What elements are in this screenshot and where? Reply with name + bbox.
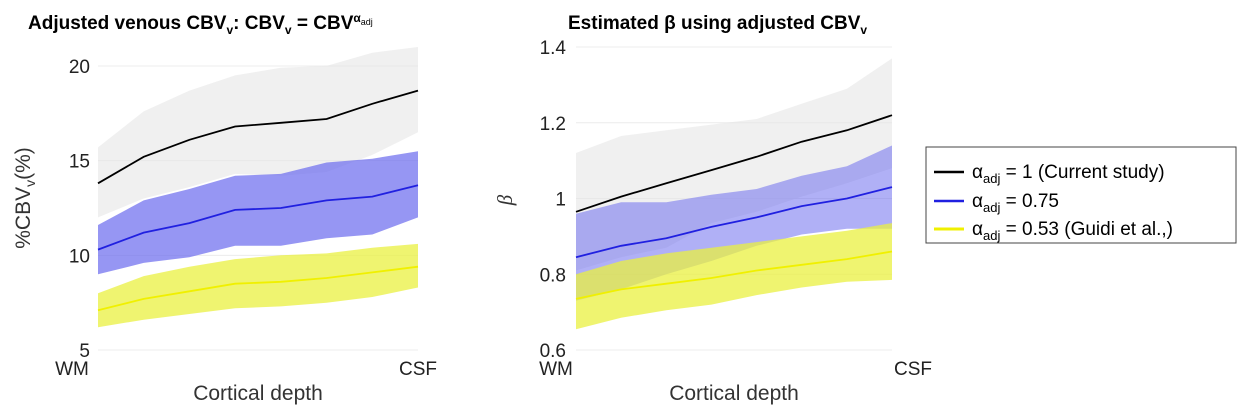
chart-left-xtick-csf: CSF — [399, 359, 437, 380]
y-tick-label: 0.6 — [540, 341, 566, 362]
legend-label-current-study: αadj = 1 (Current study) — [972, 162, 1165, 186]
chart-left: Adjusted venous CBVv: CBVv = CBVαadj 5 10… — [12, 11, 437, 405]
chart-right-bands — [576, 58, 892, 330]
legend-box — [925, 146, 1237, 244]
series-line-black — [575, 114, 893, 213]
chart-right-y-label: β — [493, 194, 517, 206]
chart-left-xtick-wm: WM — [55, 359, 89, 380]
band-yellow — [98, 243, 418, 328]
band-blue — [98, 151, 418, 275]
chart-left-lines — [97, 89, 419, 312]
chart-left-y-label: %CBVv(%) — [12, 147, 38, 249]
chart-left-title: Adjusted venous CBVv: CBVv = CBVαadj — [28, 11, 373, 37]
legend-label-075: αadj = 0.75 — [972, 191, 1059, 215]
legend-label-guidi: αadj = 0.53 (Guidi et al.,) — [972, 219, 1173, 243]
chart-right-y-ticks: 0.6 0.8 1 1.2 1.4 — [540, 38, 567, 362]
y-tick-label: 15 — [69, 152, 90, 173]
band-yellow — [576, 223, 892, 330]
y-tick-label: 5 — [79, 341, 90, 362]
series-line-blue — [575, 186, 893, 259]
y-tick-label: 0.8 — [540, 265, 566, 286]
chart-left-x-label: Cortical depth — [193, 382, 323, 405]
series-line-black — [97, 89, 419, 185]
band-black — [98, 47, 418, 218]
series-line-yellow — [97, 265, 419, 312]
y-tick-label: 20 — [69, 57, 90, 78]
chart-left-bands — [98, 47, 418, 328]
series-line-blue — [97, 184, 419, 251]
legend: αadj = 1 (Current study) αadj = 0.75 αad… — [925, 146, 1237, 244]
y-tick-label: 1.4 — [540, 38, 567, 59]
y-tick-label: 1 — [555, 190, 566, 211]
chart-right: Estimated β using adjusted CBVv 0.6 0.8 1 1… — [493, 13, 932, 405]
chart-right-lines — [575, 114, 893, 300]
y-tick-label: 10 — [69, 246, 90, 267]
chart-left-y-ticks: 5 10 15 20 — [69, 57, 90, 362]
chart-right-x-label: Cortical depth — [669, 382, 799, 405]
series-line-yellow — [575, 250, 893, 300]
chart-right-xtick-wm: WM — [539, 359, 573, 380]
chart-right-xtick-csf: CSF — [894, 359, 932, 380]
y-tick-label: 1.2 — [540, 114, 566, 135]
chart-right-title: Estimated β using adjusted CBVv — [568, 13, 867, 37]
